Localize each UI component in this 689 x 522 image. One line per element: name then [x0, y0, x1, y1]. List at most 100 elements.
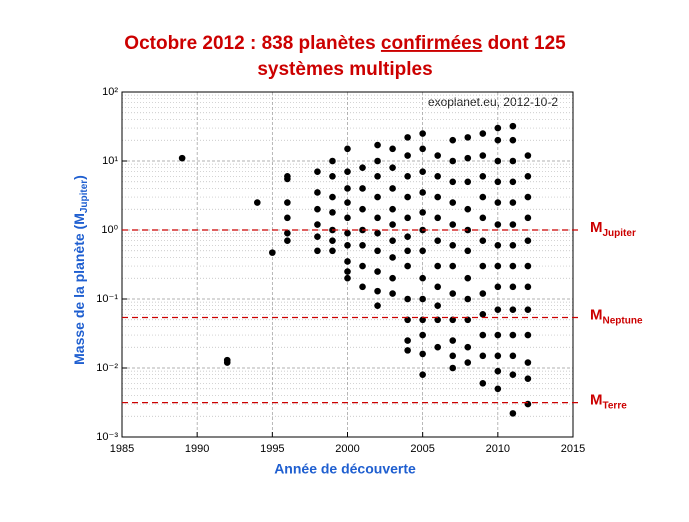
point [509, 122, 517, 130]
y-axis-label: Masse de la planète (MJupiter) [71, 175, 90, 365]
point [494, 178, 502, 186]
point [509, 157, 517, 165]
point [464, 247, 472, 255]
point [449, 178, 457, 186]
point [509, 410, 517, 417]
x-tick-label: 2010 [486, 443, 510, 455]
x-tick-label: 2005 [410, 443, 434, 455]
point [464, 343, 472, 351]
point [284, 229, 291, 237]
y-tick-label: 10⁻¹ [96, 293, 118, 305]
point [419, 295, 426, 303]
point [434, 173, 442, 180]
point [479, 193, 487, 201]
point [464, 178, 472, 186]
reference-subscript: Jupiter [603, 228, 636, 239]
point [404, 347, 411, 354]
point [479, 352, 487, 360]
point [494, 221, 502, 228]
point [284, 199, 291, 206]
point [389, 290, 396, 297]
point [449, 290, 457, 297]
point [509, 178, 517, 186]
reference-label: MJupiter [590, 219, 636, 239]
point [389, 164, 396, 171]
annotation: exoplanet.eu, 2012-10-2 [428, 95, 558, 109]
point [449, 316, 457, 324]
point [359, 205, 366, 213]
point [419, 209, 426, 216]
point [329, 247, 336, 255]
point [223, 359, 231, 366]
point [524, 306, 532, 313]
point [434, 152, 442, 159]
point [509, 371, 517, 378]
point [449, 262, 457, 270]
point [253, 199, 261, 206]
point [494, 242, 502, 249]
reference-label: MTerre [590, 392, 627, 412]
point [464, 274, 472, 282]
point [329, 237, 336, 244]
point [314, 189, 321, 196]
point [434, 302, 442, 309]
reference-symbol: M [590, 392, 603, 409]
point [419, 130, 426, 137]
point [434, 262, 442, 270]
point [434, 237, 442, 244]
point [344, 229, 351, 237]
point [404, 337, 411, 344]
y-tick-label: 10² [102, 86, 118, 98]
point [389, 205, 396, 213]
point [389, 254, 396, 261]
reference-symbol: M [590, 306, 603, 323]
point [269, 249, 276, 256]
point [509, 331, 517, 339]
point [524, 214, 532, 222]
y-tick-label: 10¹ [102, 155, 118, 167]
point [344, 274, 351, 282]
point [404, 233, 411, 240]
point [359, 262, 366, 270]
point [479, 173, 487, 180]
point [479, 311, 487, 318]
point [359, 164, 366, 171]
point [464, 134, 472, 141]
point [434, 193, 442, 201]
plot-frame [121, 91, 574, 438]
point [404, 316, 411, 324]
point [389, 145, 396, 153]
point [509, 352, 517, 360]
point [419, 371, 426, 378]
point [494, 331, 502, 339]
point [404, 262, 411, 270]
point [449, 199, 457, 206]
point [404, 152, 411, 159]
point [509, 262, 517, 270]
point [524, 173, 532, 180]
point [374, 287, 381, 295]
point [494, 124, 502, 132]
reference-symbol: M [590, 219, 603, 236]
x-tick-label: 2000 [335, 443, 359, 455]
chart-title-line2: systèmes multiples [257, 59, 432, 80]
point [434, 283, 442, 291]
y-tick-label: 10⁻² [96, 362, 118, 374]
point [479, 130, 487, 137]
point [449, 157, 457, 165]
point [178, 154, 186, 162]
point [479, 214, 487, 222]
point [404, 247, 411, 255]
reference-subscript: Neptune [603, 315, 643, 326]
y-tick-label: 10⁻³ [96, 431, 118, 443]
point [494, 283, 502, 291]
point [374, 157, 381, 165]
reference-subscript: Terre [603, 400, 628, 411]
point [494, 385, 502, 393]
point [374, 173, 381, 180]
point [419, 145, 426, 153]
point [494, 352, 502, 360]
point [464, 359, 472, 366]
point [494, 136, 502, 144]
